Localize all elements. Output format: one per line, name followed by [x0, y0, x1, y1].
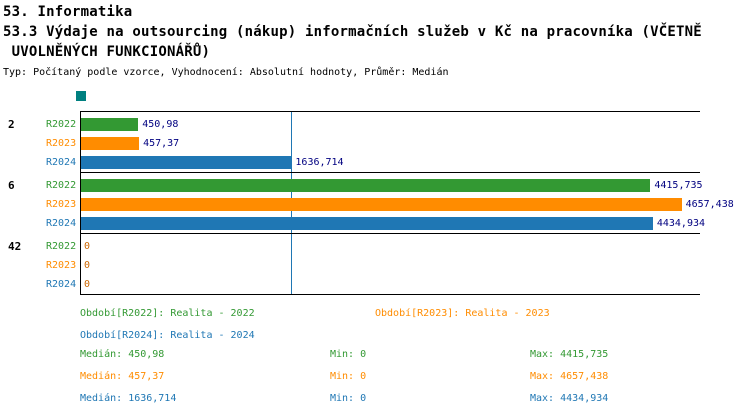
legend-label: Období[R2023]: [375, 308, 460, 319]
bar-r2024 [80, 156, 292, 169]
bar-row: R2023 0 [46, 256, 700, 275]
max-stat: Max: 4415,735 [530, 349, 609, 360]
chart-legend: Období[R2022]: Realita - 2022 Období[R20… [0, 308, 750, 352]
bar-track: 457,37 [80, 134, 700, 153]
legend-value: Realita - 2023 [465, 308, 550, 319]
chart-group-42: 42 R2022 0 R2023 0 R2024 [0, 233, 700, 294]
bar-row: R2023 457,37 [46, 134, 700, 153]
scale-marker [76, 91, 86, 101]
bar-value: 450,98 [142, 119, 179, 130]
bar-value: 1636,714 [295, 157, 344, 168]
chart-group-2: 2 R2022 450,98 R2023 457,37 [0, 111, 700, 172]
group-label: 6 [8, 179, 15, 192]
page-subtitle-line2: UVOLNĚNÝCH FUNKCIONÁŘŮ) [3, 44, 211, 60]
min-stat: Min: 0 [330, 393, 367, 404]
bar-track: 1636,714 [80, 153, 700, 172]
chart-group-6: 6 R2022 4415,735 R2023 4657,438 [0, 172, 734, 233]
min-stat: Min: 0 [330, 371, 367, 382]
group-label: 2 [8, 118, 15, 131]
series-label-r2022: R2022 [46, 180, 77, 191]
legend-item-r2022: Období[R2022]: Realita - 2022 [80, 308, 255, 319]
bar-row: R2022 450,98 [46, 115, 700, 134]
bar-value: 4434,934 [656, 218, 706, 229]
legend-label: Období[R2022]: [80, 308, 165, 319]
bar-row: R2022 4415,735 [46, 176, 703, 195]
page-title: 53. Informatika [3, 4, 133, 20]
stats-row-r2024: Medián: 1636,714 Min: 0 Max: 4434,934 [0, 393, 750, 414]
chart-stats: Medián: 450,98 Min: 0 Max: 4415,735 Medi… [0, 349, 750, 414]
stats-row-r2022: Medián: 450,98 Min: 0 Max: 4415,735 [0, 349, 750, 371]
bar-track: 450,98 [80, 115, 700, 134]
median-stat: Medián: 457,37 [80, 371, 165, 382]
group-label: 42 [8, 240, 22, 253]
series-label-r2023: R2023 [46, 199, 77, 210]
series-label-r2024: R2024 [46, 157, 77, 168]
bar-value: 4415,735 [654, 180, 703, 191]
bar-row: R2023 4657,438 [46, 195, 734, 214]
bar-r2023 [80, 137, 140, 150]
bar-r2024 [80, 217, 653, 230]
median-stat: Medián: 1636,714 [80, 393, 177, 404]
bar-r2023 [80, 198, 682, 211]
series-label-r2023: R2023 [46, 260, 77, 271]
max-stat: Max: 4434,934 [530, 393, 609, 404]
bar-track: 4415,735 [80, 176, 703, 195]
chart-meta: Typ: Počítaný podle vzorce, Vyhodnocení:… [3, 67, 449, 78]
legend-item-r2023: Období[R2023]: Realita - 2023 [375, 308, 550, 319]
legend-label: Období[R2024]: [80, 330, 165, 341]
min-stat: Min: 0 [330, 349, 367, 360]
page-subtitle-line1: 53.3 Výdaje na outsourcing (nákup) infor… [3, 24, 702, 40]
bar-track: 0 [80, 256, 700, 275]
stats-row-r2023: Medián: 457,37 Min: 0 Max: 4657,438 [0, 371, 750, 393]
legend-value: Realita - 2024 [170, 330, 255, 341]
bar-value: 0 [84, 279, 91, 290]
median-stat: Medián: 450,98 [80, 349, 165, 360]
bar-track: 0 [80, 275, 700, 294]
bar-row: R2024 0 [46, 275, 700, 294]
series-label-r2024: R2024 [46, 279, 77, 290]
bar-r2022 [80, 179, 651, 192]
bar-row: R2022 0 [46, 237, 700, 256]
series-label-r2022: R2022 [46, 241, 77, 252]
bar-value: 0 [84, 260, 91, 271]
legend-value: Realita - 2022 [170, 308, 255, 319]
series-label-r2024: R2024 [46, 218, 77, 229]
bar-value: 4657,438 [685, 199, 734, 210]
bar-track: 4434,934 [80, 214, 705, 233]
bar-value: 457,37 [143, 138, 180, 149]
bar-chart: 2 R2022 450,98 R2023 457,37 [0, 111, 734, 295]
bar-value: 0 [84, 241, 91, 252]
series-label-r2022: R2022 [46, 119, 77, 130]
legend-item-r2024: Období[R2024]: Realita - 2024 [80, 330, 255, 341]
bar-row: R2024 4434,934 [46, 214, 705, 233]
bar-track: 4657,438 [80, 195, 734, 214]
bar-row: R2024 1636,714 [46, 153, 700, 172]
max-stat: Max: 4657,438 [530, 371, 609, 382]
bar-track: 0 [80, 237, 700, 256]
series-label-r2023: R2023 [46, 138, 77, 149]
bar-r2022 [80, 118, 139, 131]
